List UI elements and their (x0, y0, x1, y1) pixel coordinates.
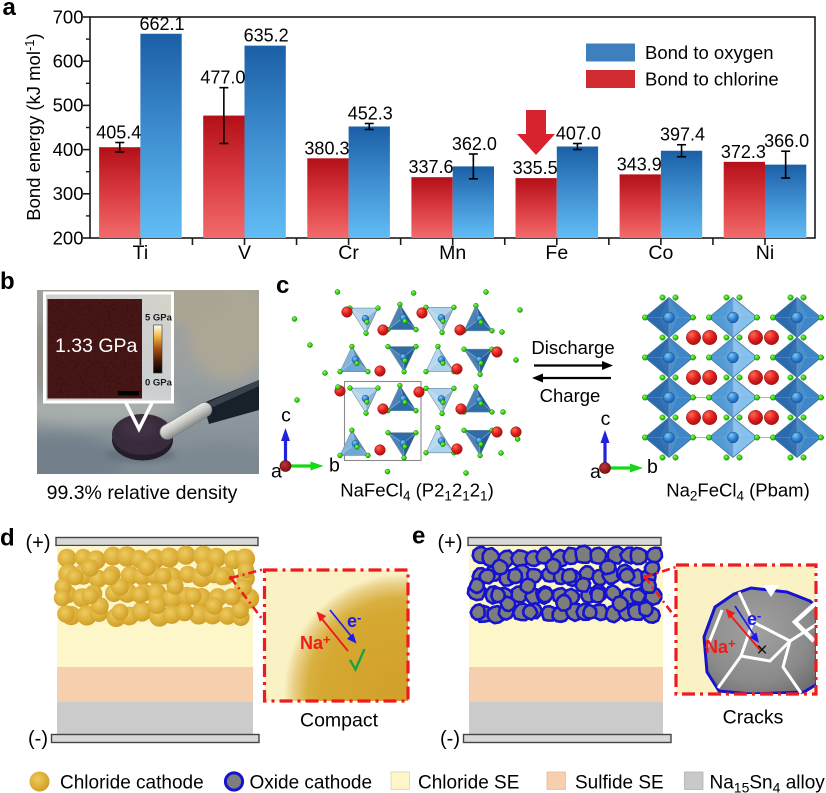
svg-text:Discharge: Discharge (531, 337, 614, 358)
svg-text:99.3% relative density: 99.3% relative density (47, 482, 238, 504)
svg-text:Cracks: Cracks (723, 707, 784, 729)
svg-text:700: 700 (53, 6, 84, 27)
svg-text:a: a (590, 461, 601, 483)
svg-text:500: 500 (53, 95, 84, 116)
svg-text:a: a (271, 461, 282, 483)
svg-text:1.33 GPa: 1.33 GPa (55, 335, 138, 357)
svg-text:Co: Co (648, 242, 673, 264)
svg-text:b: b (0, 268, 15, 295)
svg-text:Cr: Cr (338, 242, 359, 264)
svg-text:Fe: Fe (545, 242, 568, 264)
svg-text:NaFeCl4 (P212121): NaFeCl4 (P212121) (340, 480, 493, 504)
svg-text:407.0: 407.0 (556, 124, 601, 144)
svg-text:(-): (-) (440, 728, 460, 750)
svg-text:Charge: Charge (540, 385, 601, 406)
svg-text:662.1: 662.1 (140, 14, 185, 34)
svg-text:V: V (238, 242, 251, 264)
svg-text:c: c (281, 405, 291, 427)
svg-text:366.0: 366.0 (764, 131, 809, 151)
svg-text:380.3: 380.3 (304, 138, 349, 158)
svg-text:a: a (3, 0, 17, 21)
svg-text:×: × (756, 640, 767, 661)
svg-text:b: b (647, 456, 658, 478)
svg-text:Chloride SE: Chloride SE (418, 773, 519, 793)
svg-text:0 GPa: 0 GPa (145, 378, 173, 389)
svg-text:200: 200 (53, 227, 84, 248)
svg-text:Sulfide SE: Sulfide SE (575, 773, 664, 793)
svg-text:Ni: Ni (756, 242, 774, 264)
svg-text:405.4: 405.4 (96, 123, 141, 143)
svg-text:(+): (+) (26, 532, 51, 554)
svg-text:Ti: Ti (133, 242, 149, 264)
svg-text:e: e (412, 523, 425, 550)
svg-text:(+): (+) (438, 532, 463, 554)
svg-text:Bond to oxygen: Bond to oxygen (645, 42, 774, 63)
svg-text:Mn: Mn (439, 242, 466, 264)
svg-text:477.0: 477.0 (200, 68, 245, 88)
svg-text:Oxide cathode: Oxide cathode (250, 773, 373, 793)
svg-text:337.6: 337.6 (409, 157, 454, 177)
svg-text:5 GPa: 5 GPa (145, 313, 173, 324)
svg-text:Bond energy (kJ mol-1): Bond energy (kJ mol-1) (22, 33, 44, 220)
svg-text:635.2: 635.2 (244, 26, 289, 46)
svg-text:335.5: 335.5 (513, 158, 558, 178)
svg-text:600: 600 (53, 51, 84, 72)
svg-text:452.3: 452.3 (348, 103, 393, 123)
svg-text:397.4: 397.4 (660, 125, 705, 145)
svg-text:Compact: Compact (300, 710, 379, 732)
svg-text:300: 300 (53, 183, 84, 204)
svg-text:Chloride cathode: Chloride cathode (60, 773, 204, 793)
svg-text:b: b (329, 455, 340, 477)
svg-text:400: 400 (53, 139, 84, 160)
svg-text:362.0: 362.0 (452, 134, 497, 154)
svg-text:d: d (0, 525, 15, 552)
svg-text:343.9: 343.9 (617, 154, 662, 174)
svg-text:Bond to chlorine: Bond to chlorine (645, 69, 779, 90)
svg-text:c: c (276, 272, 289, 299)
svg-text:c: c (601, 408, 611, 430)
svg-text:Na15Sn4 alloy: Na15Sn4 alloy (710, 773, 826, 793)
svg-text:(-): (-) (28, 728, 48, 750)
svg-text:372.3: 372.3 (721, 142, 766, 162)
